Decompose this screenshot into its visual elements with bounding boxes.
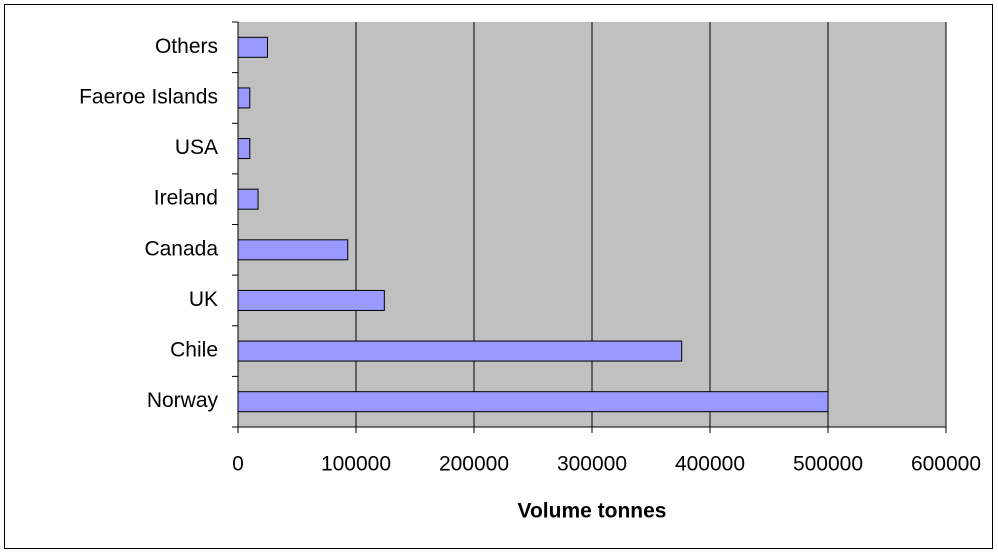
bar bbox=[237, 138, 251, 160]
x-tick-label: 400000 bbox=[675, 453, 745, 476]
y-tick-label: Ireland bbox=[154, 187, 218, 210]
x-axis-title: Volume tonnes bbox=[518, 500, 667, 523]
x-tick-label: 600000 bbox=[911, 453, 981, 476]
bar bbox=[237, 36, 268, 58]
bar bbox=[237, 188, 259, 210]
x-tick-label: 100000 bbox=[321, 453, 391, 476]
y-tick-label: Norway bbox=[147, 389, 219, 412]
bar bbox=[237, 391, 829, 413]
bar bbox=[237, 289, 385, 311]
x-tick-label: 300000 bbox=[557, 453, 627, 476]
y-tick-label: USA bbox=[175, 136, 218, 159]
y-tick-label: UK bbox=[189, 288, 218, 311]
x-tick-label: 500000 bbox=[793, 453, 863, 476]
x-tick-label: 200000 bbox=[439, 453, 509, 476]
y-tick-label: Faeroe Islands bbox=[79, 85, 218, 108]
bar bbox=[237, 340, 683, 362]
y-tick-label: Others bbox=[155, 35, 218, 58]
bar bbox=[237, 239, 349, 261]
y-tick-label: Canada bbox=[144, 237, 218, 260]
x-tick-label: 0 bbox=[232, 453, 244, 476]
y-tick-label: Chile bbox=[170, 339, 218, 362]
bar bbox=[237, 87, 251, 109]
